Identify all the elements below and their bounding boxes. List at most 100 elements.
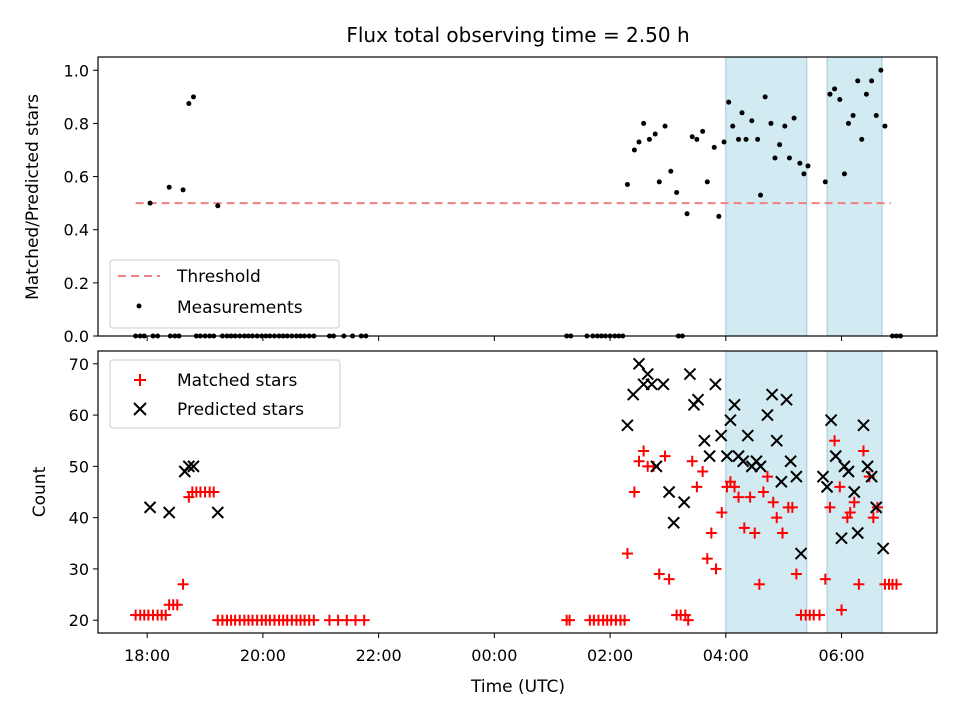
measurement-point	[736, 136, 742, 142]
measurement-point	[837, 97, 843, 103]
matched-star-point	[171, 599, 183, 611]
matched-star-point	[710, 563, 722, 575]
measurement-point	[758, 192, 764, 198]
measurement-point	[822, 179, 828, 185]
matched-star-point	[160, 609, 172, 621]
predicted-star-point	[683, 367, 697, 381]
measurement-point	[700, 128, 706, 134]
predicted-star-point	[790, 470, 803, 483]
legend-measurements-label: Measurements	[177, 298, 303, 318]
matched-star-point	[208, 486, 220, 498]
top-y-tick-label: 0.6	[64, 168, 89, 187]
matched-star-point	[848, 496, 860, 508]
predicted-star-point	[848, 485, 861, 499]
measurement-point	[859, 136, 865, 142]
measurement-point	[749, 118, 755, 124]
matched-star-point	[564, 614, 576, 626]
measurement-point	[791, 115, 797, 121]
top-shaded-region-1	[826, 56, 883, 337]
matched-star-point	[749, 527, 761, 539]
predicted-star-point	[632, 357, 646, 371]
predicted-star-point	[784, 455, 797, 468]
predicted-star-point	[662, 485, 676, 499]
predicted-star-point	[714, 429, 728, 442]
measurement-point	[768, 120, 774, 126]
legend-matched-label: Matched stars	[177, 371, 297, 391]
measurement-point	[652, 131, 658, 137]
bottom-y-tick-label: 30	[69, 560, 89, 579]
predicted-star-point	[627, 388, 640, 401]
top-y-tick-label: 0.4	[64, 221, 89, 240]
legend-predicted-swatch	[133, 402, 147, 416]
x-tick-label: 22:00	[356, 646, 402, 665]
matched-star-point	[697, 465, 709, 477]
matched-star-point	[177, 578, 189, 590]
x-tick-label: 02:00	[587, 646, 633, 665]
predicted-star-point	[820, 480, 834, 494]
measurement-point	[726, 99, 732, 105]
predicted-star-point	[842, 465, 855, 478]
matched-star-point	[733, 491, 745, 503]
predicted-star-point	[667, 516, 680, 529]
top-y-tick-label: 0.2	[64, 274, 89, 293]
bottom-y-tick-label: 20	[69, 611, 89, 630]
predicted-star-point	[835, 531, 848, 545]
bottom-legend-box	[109, 359, 341, 429]
legend-threshold-label: Threshold	[176, 267, 261, 287]
measurement-point	[166, 184, 172, 190]
measurement-point	[730, 123, 736, 129]
chart-title: Flux total observing time = 2.50 h	[346, 23, 689, 47]
predicted-star-point	[857, 419, 870, 432]
predicted-star-point	[650, 460, 663, 473]
top-y-tick-label: 0.8	[64, 114, 89, 133]
measurement-point	[827, 91, 833, 97]
matched-star-point	[701, 553, 713, 565]
measurement-point	[797, 160, 803, 166]
top-panel: 0.0 0.2 0.4 0.6 0.8 1.0 Flux total observing …	[23, 23, 938, 346]
matched-star-point	[621, 548, 633, 560]
top-shaded-region-0	[725, 56, 808, 337]
measurement-point	[646, 136, 652, 142]
matched-star-point	[638, 445, 650, 457]
bottom-y-tick-label: 70	[69, 355, 89, 374]
top-legend: Threshold Measurements	[109, 259, 340, 329]
predicted-star-point	[162, 506, 176, 519]
measurement-point	[656, 179, 662, 185]
measurement-point	[805, 163, 811, 169]
predicted-star-point	[143, 501, 157, 514]
legend-matched-swatch	[134, 374, 146, 386]
predicted-stars-points	[143, 357, 890, 560]
matched-star-point	[777, 527, 789, 539]
matched-star-point	[728, 481, 740, 493]
matched-star-point	[633, 455, 645, 467]
matched-star-point	[890, 578, 902, 590]
predicted-star-point	[677, 496, 691, 509]
bottom-shaded-regions	[725, 350, 883, 634]
measurement-point	[845, 120, 851, 126]
matched-star-point	[659, 450, 671, 462]
legend-predicted-label: Predicted stars	[177, 400, 304, 420]
bottom-y-axis-label: Count	[30, 466, 50, 517]
measurement-point	[786, 155, 792, 161]
measurement-point	[694, 136, 700, 142]
matched-star-point	[771, 512, 783, 524]
measurement-point	[863, 91, 869, 97]
measurement-point	[704, 179, 710, 185]
measurement-point	[711, 144, 717, 150]
measurement-point	[739, 110, 745, 116]
matched-star-point	[814, 609, 826, 621]
measurement-point	[662, 123, 668, 129]
matched-star-point	[716, 507, 728, 519]
predicted-star-point	[724, 414, 737, 427]
measurement-point	[721, 139, 727, 145]
predicted-star-point	[876, 542, 890, 555]
matched-star-point	[761, 471, 773, 483]
measurement-point	[782, 123, 788, 129]
measurement-point	[147, 200, 153, 206]
predicted-star-point	[657, 378, 670, 391]
predicted-star-point	[775, 475, 788, 488]
measurement-point	[641, 120, 647, 126]
predicted-star-point	[761, 408, 774, 422]
measurement-point	[841, 171, 847, 177]
measurement-point	[674, 190, 680, 196]
